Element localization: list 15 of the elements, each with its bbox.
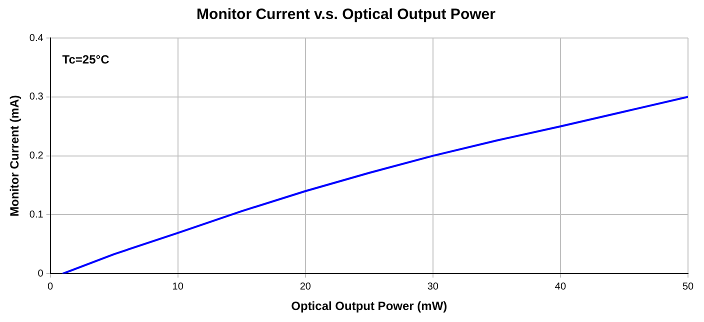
- chart-title: Monitor Current v.s. Optical Output Power: [196, 6, 496, 24]
- x-tick-label: 40: [554, 281, 566, 292]
- annotation: Tc=25°C: [62, 52, 110, 66]
- x-axis-title: Optical Output Power (mW): [291, 299, 448, 314]
- y-tick-label: 0.2: [29, 150, 44, 162]
- y-tick-label: 0: [38, 268, 44, 280]
- x-tick-label: 0: [48, 281, 54, 292]
- x-tick-label: 10: [172, 281, 184, 292]
- y-tick-label: 0.3: [29, 92, 44, 103]
- x-tick-label: 20: [300, 281, 312, 292]
- x-tick-label: 50: [682, 281, 694, 292]
- y-tick-label: 0.1: [29, 209, 44, 220]
- x-tick-label: 30: [427, 281, 439, 292]
- y-tick-label: 0.4: [29, 32, 44, 44]
- y-axis-title: Monitor Current (mA): [8, 95, 22, 216]
